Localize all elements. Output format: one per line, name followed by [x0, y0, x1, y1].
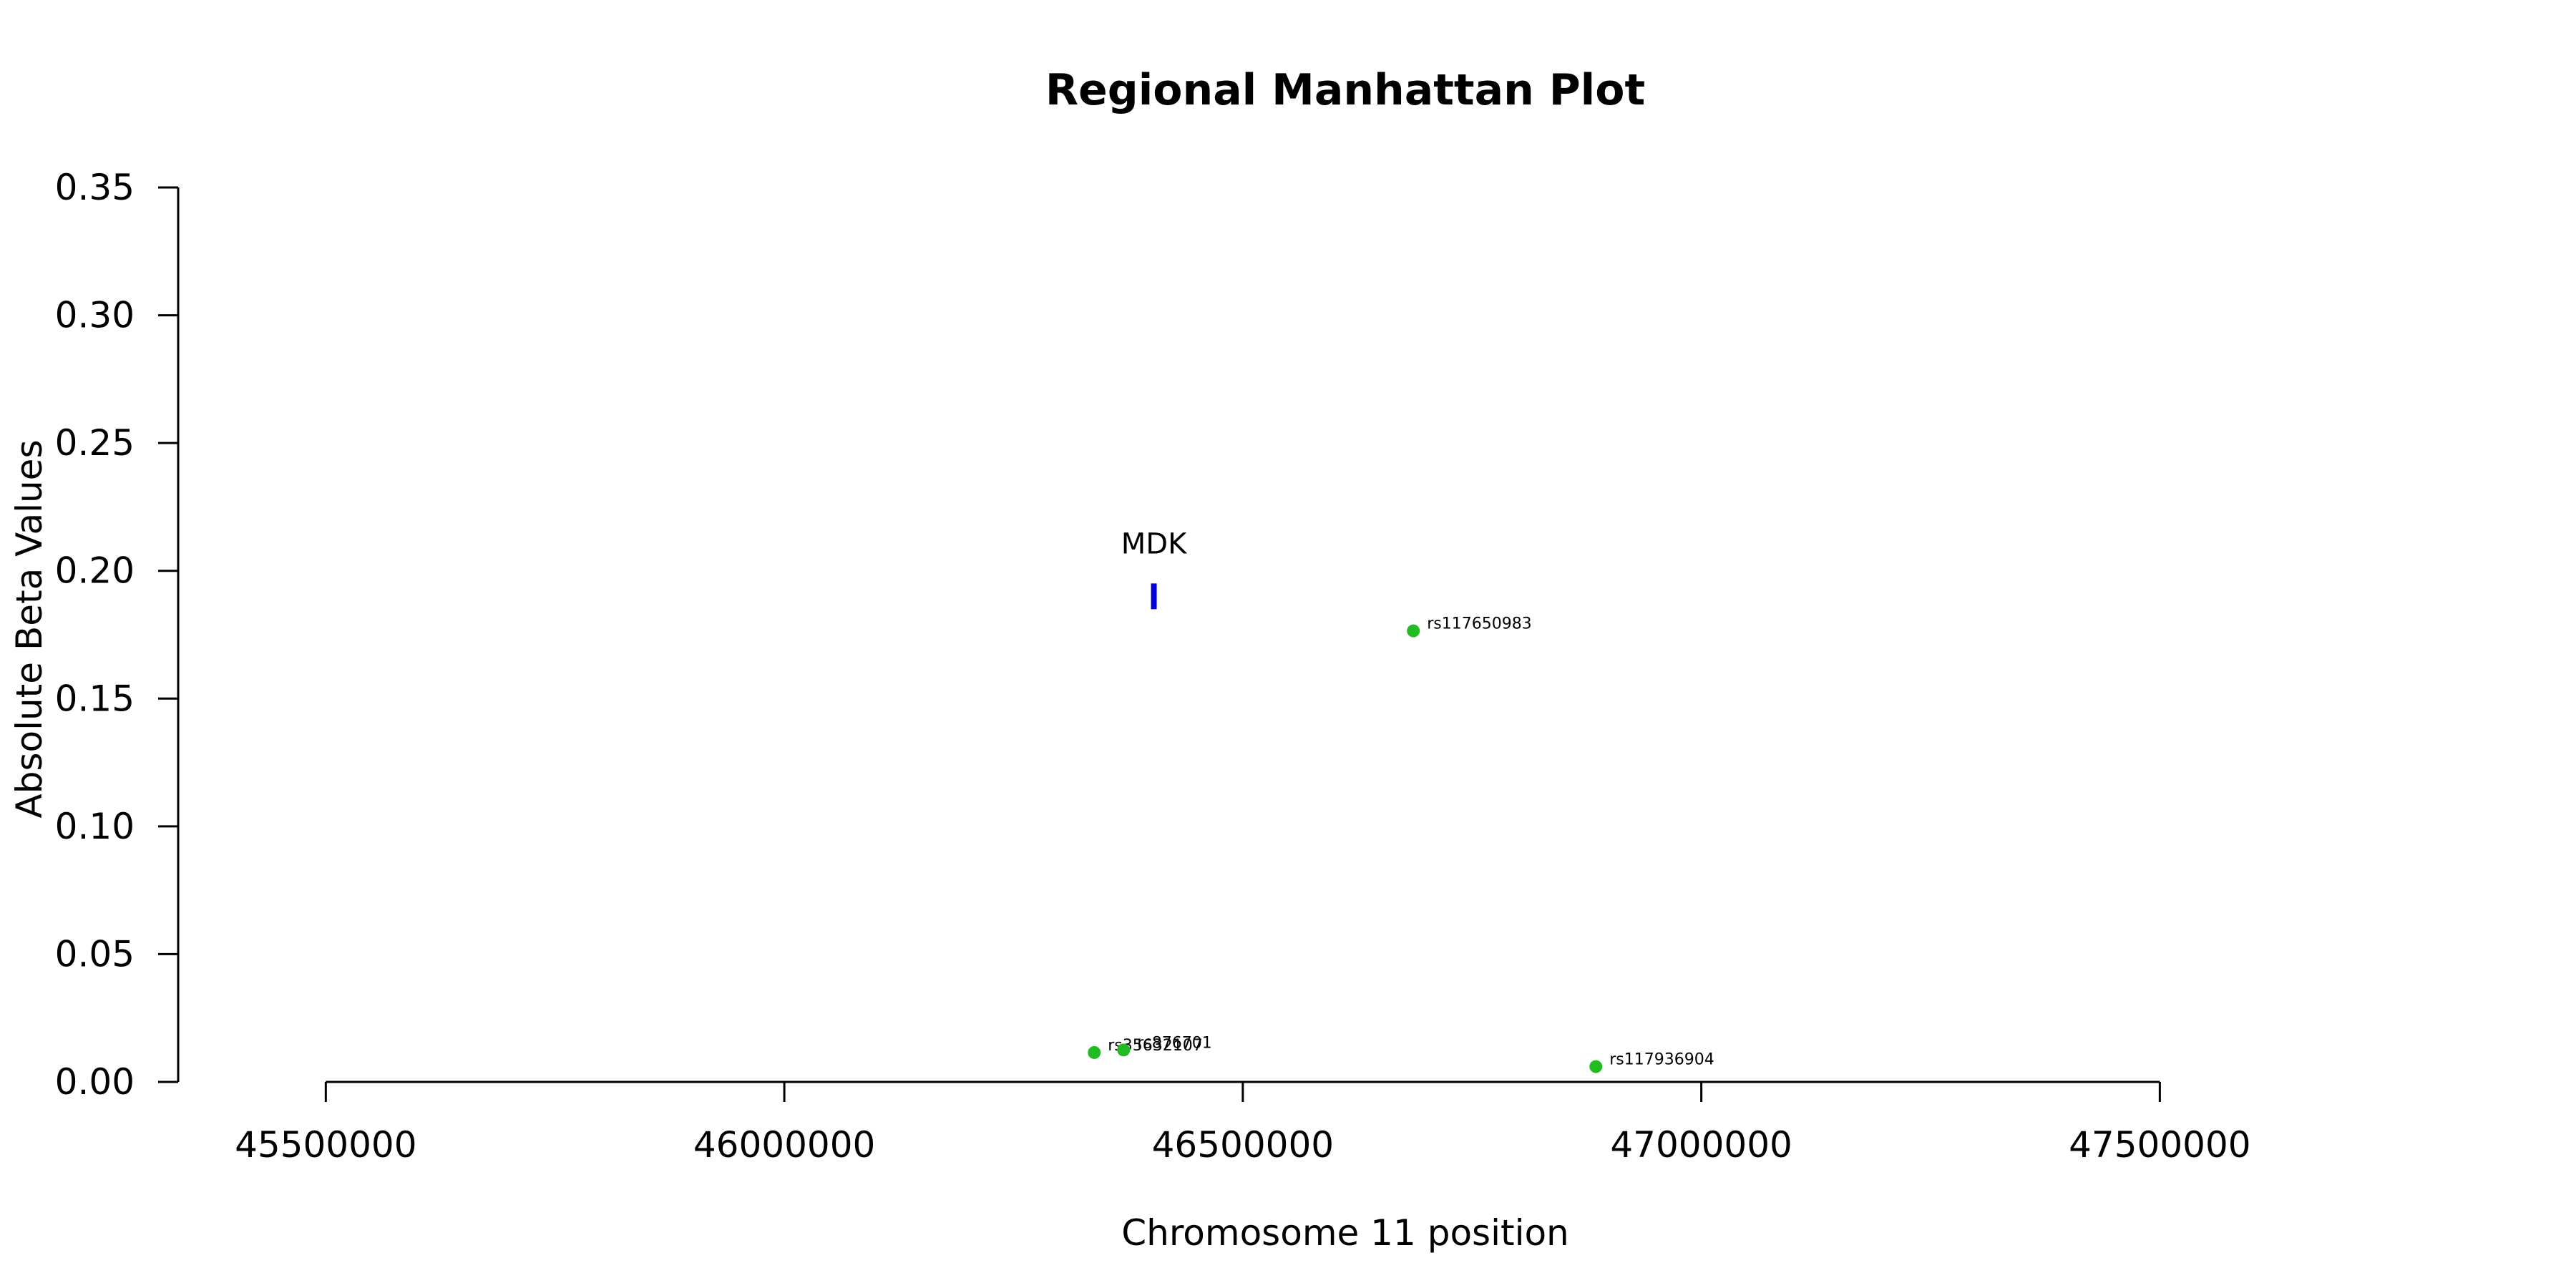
y-tick-label: 0.10	[55, 806, 135, 847]
snp-label: rs117936904	[1609, 1051, 1714, 1069]
y-tick-label: 0.15	[55, 678, 135, 719]
x-tick-label: 47000000	[1610, 1124, 1792, 1166]
snp-point	[1589, 1060, 1603, 1073]
x-tick-label: 45500000	[235, 1124, 417, 1166]
x-axis: 45500000 46000000 46500000 47000000 47500000	[235, 1080, 2251, 1166]
snp-point	[1117, 1043, 1131, 1057]
snp-point	[1088, 1045, 1101, 1059]
y-tick-label: 0.00	[55, 1061, 135, 1103]
x-axis-title: Chromosome 11 position	[1121, 1212, 1569, 1254]
snp-label: rs876701	[1137, 1034, 1212, 1052]
y-tick-label: 0.25	[55, 422, 135, 464]
snp-point	[1407, 624, 1420, 638]
gene-label: MDK	[1121, 527, 1188, 560]
chart-title: Regional Manhattan Plot	[1045, 65, 1645, 115]
snp-label: rs117650983	[1427, 615, 1531, 633]
gene-markers: MDK	[1121, 527, 1188, 610]
y-tick-label: 0.05	[55, 933, 135, 975]
x-tick-label: 47500000	[2069, 1124, 2251, 1166]
y-tick-label: 0.35	[55, 167, 135, 208]
x-tick-label: 46000000	[693, 1124, 876, 1166]
y-tick-label: 0.20	[55, 550, 135, 592]
y-axis-title: Absolute Beta Values	[9, 440, 50, 819]
x-tick-label: 46500000	[1152, 1124, 1335, 1166]
y-tick-label: 0.30	[55, 295, 135, 336]
y-axis: 0.00 0.05 0.10 0.15 0.20 0.25 0.30 0.35	[55, 167, 180, 1103]
